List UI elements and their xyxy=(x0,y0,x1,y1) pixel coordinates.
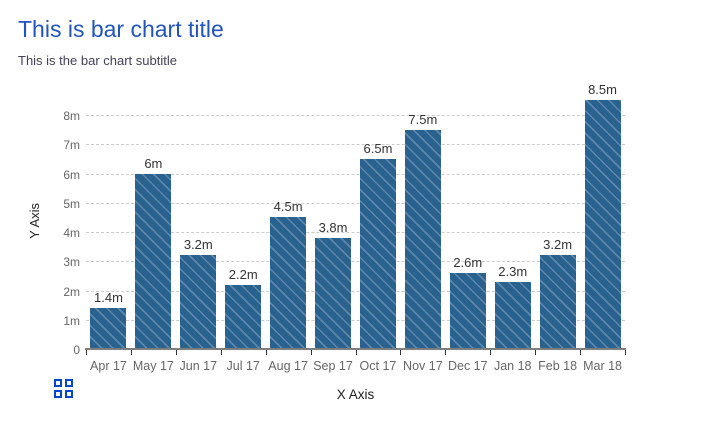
bar[interactable] xyxy=(404,129,441,349)
grid-menu-icon xyxy=(54,390,62,398)
gridline xyxy=(86,232,625,233)
x-tick-label: Nov 17 xyxy=(403,359,443,373)
x-tick-label: Apr 17 xyxy=(90,359,127,373)
bar-value-label: 1.4m xyxy=(94,290,123,306)
category-tick xyxy=(86,350,87,355)
category-tick xyxy=(535,350,537,355)
category-tick xyxy=(580,350,582,355)
bar[interactable] xyxy=(584,100,621,349)
bar-value-label: 3.2m xyxy=(183,237,213,253)
category-tick xyxy=(355,350,357,355)
bar-value-label: 2.3m xyxy=(498,263,528,279)
bar-value-label: 8.5m xyxy=(588,82,617,98)
category-tick xyxy=(625,350,626,355)
x-axis-line xyxy=(85,348,626,350)
bar[interactable] xyxy=(135,173,172,349)
gridline xyxy=(86,202,625,204)
x-tick-label: Jun 17 xyxy=(179,359,218,373)
gridline xyxy=(86,115,625,116)
bar-value-label: 2.6m xyxy=(453,254,483,270)
x-axis-title: X Axis xyxy=(336,387,375,402)
x-tick-label: Jan 18 xyxy=(493,359,532,373)
bar[interactable] xyxy=(225,284,262,349)
bar[interactable] xyxy=(90,308,127,349)
bar[interactable] xyxy=(180,255,217,349)
x-tick-label: Mar 18 xyxy=(583,359,622,373)
x-tick-label: Jul 17 xyxy=(226,359,260,373)
x-tick-label: Aug 17 xyxy=(268,359,308,373)
gridline xyxy=(86,319,625,321)
y-tick-label: 1m xyxy=(63,313,80,328)
bar[interactable] xyxy=(359,158,396,349)
y-tick-label: 3m xyxy=(63,255,80,270)
chart-title: This is bar chart title xyxy=(18,16,224,42)
gridline xyxy=(86,173,625,175)
category-tick xyxy=(220,350,222,355)
gridline xyxy=(86,144,625,146)
y-tick-label: 6m xyxy=(63,167,80,182)
bar-value-label: 2.2m xyxy=(228,266,258,282)
y-axis-title: Y Axis xyxy=(27,203,42,239)
bar-value-label: 6.5m xyxy=(363,140,393,156)
grid-menu-icon xyxy=(65,379,73,387)
x-tick-label: Oct 17 xyxy=(359,359,397,373)
bar[interactable] xyxy=(315,237,352,349)
chart-subtitle: This is the bar chart subtitle xyxy=(18,53,177,68)
x-tick-label: Feb 18 xyxy=(538,359,578,373)
bar[interactable] xyxy=(494,281,531,349)
category-tick xyxy=(265,350,267,355)
gridline xyxy=(86,261,625,263)
bar-value-label: 4.5m xyxy=(273,199,303,215)
bar[interactable] xyxy=(270,217,307,349)
category-tick xyxy=(130,350,132,355)
y-tick-label: 7m xyxy=(63,138,80,153)
y-tick-label: 2m xyxy=(63,284,80,299)
category-tick xyxy=(175,350,177,355)
grid-menu-icon xyxy=(54,379,62,387)
y-tick-label: 4m xyxy=(63,226,80,240)
bar-value-label: 6m xyxy=(144,155,163,171)
grid-menu-icon xyxy=(65,390,73,398)
category-tick xyxy=(400,350,402,355)
bar[interactable] xyxy=(449,272,486,349)
bar[interactable] xyxy=(539,255,576,349)
bar-value-label: 7.5m xyxy=(408,111,438,127)
y-tick-label: 8m xyxy=(63,109,80,123)
y-tick-label: 0 xyxy=(73,343,80,357)
category-tick xyxy=(490,350,492,355)
x-tick-label: Dec 17 xyxy=(447,359,488,373)
category-tick xyxy=(310,350,312,355)
gridline xyxy=(86,290,625,292)
category-tick xyxy=(445,350,447,355)
grid-menu-button[interactable] xyxy=(54,379,76,399)
bar-value-label: 3.2m xyxy=(543,237,573,253)
bar-value-label: 3.8m xyxy=(318,219,348,235)
y-tick-label: 5m xyxy=(63,196,80,211)
x-tick-label: May 17 xyxy=(132,359,174,373)
x-tick-label: Sep 17 xyxy=(313,359,353,373)
